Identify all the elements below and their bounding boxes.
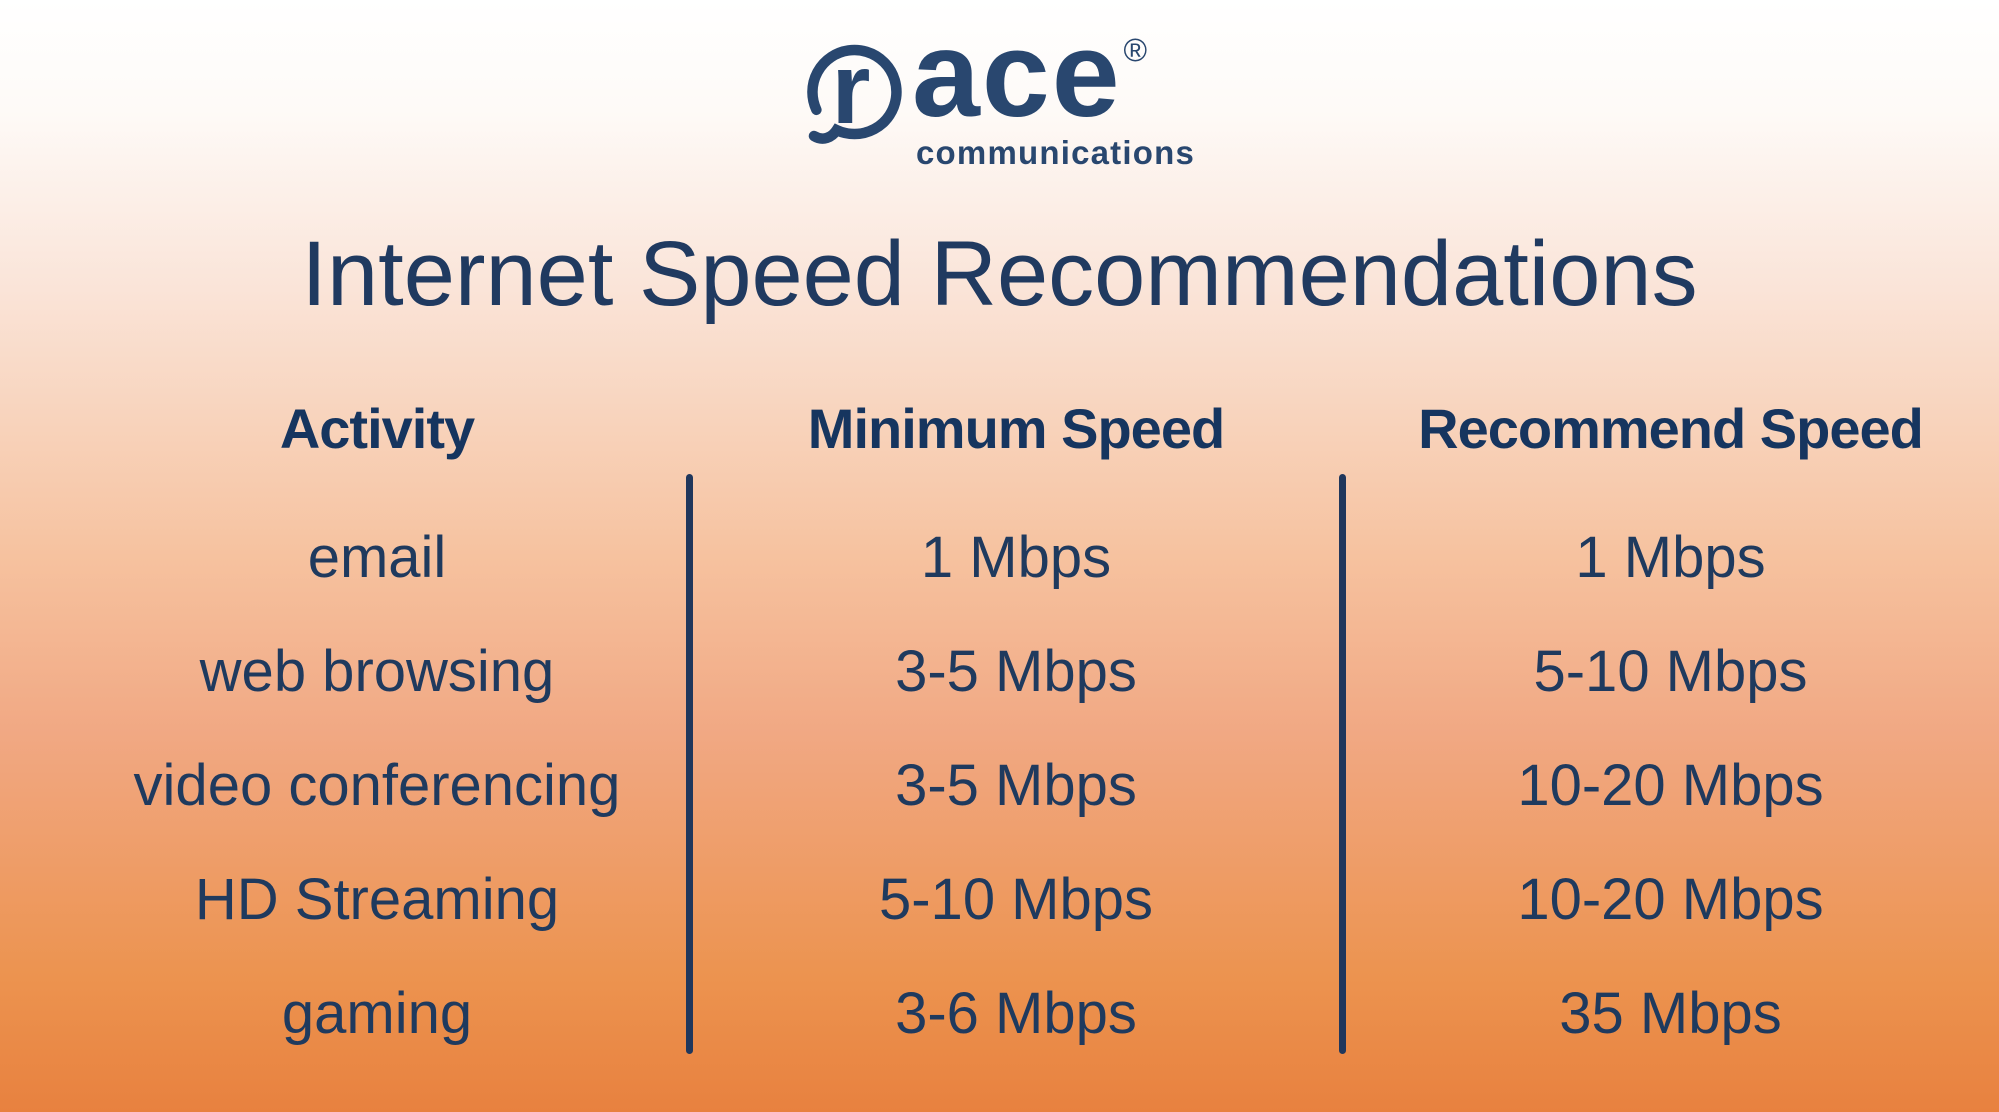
column-divider-right xyxy=(1339,474,1346,1054)
column-divider-left xyxy=(686,474,693,1054)
registered-trademark-icon: ® xyxy=(1123,32,1148,68)
column-header-minimum-speed: Minimum Speed xyxy=(807,396,1225,460)
rec-speed-video-conferencing: 10-20 Mbps xyxy=(1517,752,1824,818)
activity-gaming: gaming xyxy=(281,980,473,1046)
rec-speed-gaming: 35 Mbps xyxy=(1559,980,1782,1046)
rec-speed-web-browsing: 5-10 Mbps xyxy=(1533,638,1808,704)
column-header-recommend-speed: Recommend Speed xyxy=(1418,396,1924,460)
brand-wordmark: ace xyxy=(911,6,1122,142)
rec-speed-hd-streaming: 10-20 Mbps xyxy=(1517,866,1824,932)
min-speed-gaming: 3-6 Mbps xyxy=(895,980,1137,1046)
min-speed-email: 1 Mbps xyxy=(920,524,1112,590)
race-communications-logo: r ace ® communications xyxy=(804,13,1196,172)
activity-web-browsing: web browsing xyxy=(199,638,555,704)
table-header-row: Activity Minimum Speed Recommend Speed xyxy=(0,386,1999,470)
logo-letter-r: r xyxy=(831,44,870,145)
min-speed-web-browsing: 3-5 Mbps xyxy=(895,638,1137,704)
min-speed-hd-streaming: 5-10 Mbps xyxy=(878,866,1154,932)
rec-speed-email: 1 Mbps xyxy=(1575,524,1766,590)
activity-email: email xyxy=(307,524,447,590)
brand-tagline: communications xyxy=(915,134,1196,171)
logo-circle-swash xyxy=(806,44,902,144)
min-speed-video-conferencing: 3-5 Mbps xyxy=(895,752,1137,818)
activity-video-conferencing: video conferencing xyxy=(133,752,621,818)
column-header-activity: Activity xyxy=(279,396,475,460)
r-in-circle-icon: r xyxy=(806,44,902,145)
page-title: Internet Speed Recommendations xyxy=(301,223,1698,325)
logo-text: ace ® communications xyxy=(912,13,1196,172)
brand-wordmark-row: ace ® xyxy=(911,6,1195,142)
table-body: email 1 Mbps 1 Mbps web browsing 3-5 Mbp… xyxy=(0,500,1999,1070)
activity-hd-streaming: HD Streaming xyxy=(194,866,560,932)
